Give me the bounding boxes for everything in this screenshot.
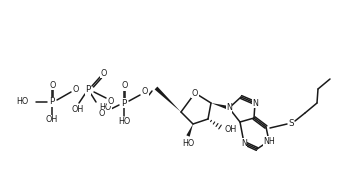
Text: P: P — [121, 98, 127, 108]
Polygon shape — [186, 124, 193, 137]
Text: NH: NH — [263, 137, 275, 146]
Text: HO: HO — [17, 98, 29, 107]
Text: P: P — [49, 98, 54, 107]
Text: O: O — [142, 88, 148, 97]
Text: S: S — [288, 119, 294, 128]
Text: O: O — [73, 84, 79, 94]
Text: O: O — [50, 80, 56, 89]
Polygon shape — [155, 87, 181, 112]
Text: HO: HO — [182, 138, 194, 147]
Text: N: N — [241, 138, 247, 147]
Text: N: N — [252, 98, 258, 108]
Text: OH: OH — [72, 104, 84, 113]
Text: HO: HO — [99, 103, 111, 113]
Text: O: O — [99, 109, 105, 118]
Text: O: O — [101, 69, 107, 78]
Text: O: O — [192, 89, 198, 98]
Text: N: N — [226, 103, 232, 113]
Text: HO: HO — [118, 118, 130, 127]
Text: P: P — [85, 85, 91, 94]
Text: OH: OH — [46, 116, 58, 124]
Text: O: O — [108, 97, 114, 105]
Text: O: O — [122, 81, 128, 90]
Polygon shape — [211, 103, 229, 110]
Text: OH: OH — [225, 124, 237, 133]
